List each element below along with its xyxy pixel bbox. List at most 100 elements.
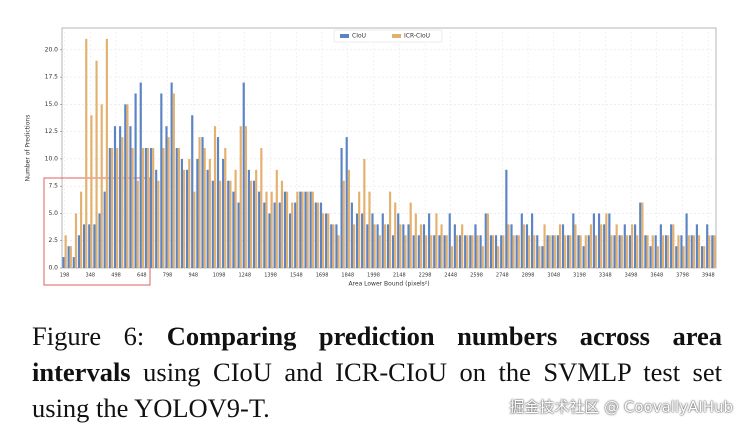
chart: Number of Predictions Area Lower Bound (… [25,27,717,288]
bar [327,213,330,268]
bar [486,213,490,268]
bar [340,148,343,268]
x-tick-label: 1098 [213,273,226,279]
bar [270,191,273,268]
bar [505,169,508,268]
bar [152,148,155,268]
bar [438,235,441,268]
bar [332,224,335,268]
x-tick-label: 1698 [316,273,329,279]
bar [162,148,165,268]
bar [88,224,91,268]
bar [98,213,101,268]
bar [409,202,412,268]
bar [564,235,567,268]
bar [103,191,106,268]
x-tick-label: 1248 [238,273,251,279]
bar [541,246,544,268]
bar [83,224,86,268]
bar [244,126,247,268]
bar [582,246,585,268]
bar [198,137,201,268]
bar [670,224,673,268]
bar [517,235,520,268]
bar [672,224,675,268]
bar [361,213,364,268]
bar [469,235,472,268]
bar [116,148,119,268]
bar [136,180,139,268]
bar [157,180,160,268]
x-tick-label: 3198 [573,273,586,279]
bar [322,213,325,268]
bar [636,235,639,268]
bar [113,126,117,268]
bar [399,224,402,268]
bar [464,235,467,268]
bar [342,180,345,268]
bar [711,235,714,268]
watermark: 掘金技术社区 @ CoovallyAIHub [509,398,733,416]
bar [445,235,448,268]
bar [531,213,534,268]
bar [592,213,595,268]
x-tick-label: 1398 [264,273,277,279]
bar [620,235,623,268]
bar [105,38,108,269]
legend-label: CIoU [352,33,366,40]
bar [664,235,668,268]
bar [553,235,556,268]
bar [407,224,410,268]
bar [383,224,387,268]
bar [252,180,256,268]
bar [304,191,307,268]
bar [131,148,134,268]
bar [533,235,536,268]
bar [497,246,500,268]
bar [265,191,268,268]
bar [417,235,420,268]
bar [62,257,65,268]
bar [363,158,366,268]
bar [479,235,482,268]
y-tick-label: 0.0 [48,265,58,272]
bar [350,202,353,268]
bar [229,180,232,268]
x-tick-label: 648 [137,273,147,279]
bar [646,235,649,268]
bar [458,235,462,268]
bar [654,235,657,268]
bar [628,235,632,268]
bar [659,224,662,268]
bar [402,224,405,268]
bar [471,235,474,268]
bar [201,137,204,268]
bar [412,235,415,268]
bar [572,213,575,268]
bar [561,224,565,268]
bar [419,224,423,268]
bar [677,235,680,268]
y-tick-label: 7.5 [48,183,58,190]
bar [95,60,98,269]
bar [368,191,371,268]
bar [278,202,281,268]
x-tick-label: 1548 [290,273,303,279]
bar [697,235,701,268]
bar [186,169,189,268]
bar [556,235,559,268]
x-tick-label: 3648 [650,273,663,279]
bar [175,148,178,268]
x-axis-label: Area Lower Bound (pixels²) [348,281,429,288]
bar [203,148,206,268]
y-tick-label: 10.0 [45,155,59,162]
x-tick-label: 2898 [522,273,535,279]
bar [528,235,531,268]
bar [301,191,304,268]
bar [651,235,654,268]
bar [687,235,690,268]
bar [121,137,124,268]
x-tick-label: 2598 [470,273,483,279]
bar [574,224,577,268]
bar [605,213,608,268]
